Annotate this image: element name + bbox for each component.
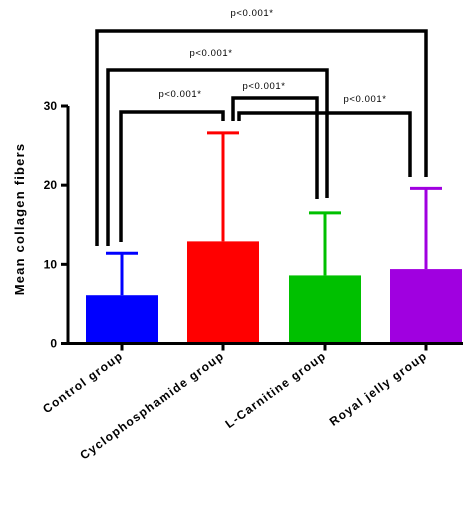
bar-1 (86, 295, 158, 344)
significance-label-1: p<0.001* (230, 8, 273, 19)
significance-brackets: p<0.001* p<0.001* p<0.001* p<0.001* p<0.001* (95, 8, 428, 246)
significance-label-2: p<0.001* (189, 48, 232, 59)
bar-2 (187, 241, 259, 344)
significance-bracket-5 (237, 111, 412, 177)
significance-bracket-2 (106, 68, 329, 246)
significance-label-5: p<0.001* (343, 94, 386, 105)
x-tick-label-4: Royal jelly group (327, 349, 430, 429)
bars (86, 131, 462, 344)
significance-label-4: p<0.001* (242, 81, 285, 92)
y-tick-label-20: 20 (44, 178, 58, 192)
x-tick-label-3: L-Carnitine group (223, 349, 329, 431)
x-tick-label-1: Control group (40, 349, 126, 417)
y-tick-label-30: 30 (44, 99, 58, 113)
significance-bracket-3 (119, 110, 225, 242)
y-tick-label-0: 0 (50, 337, 57, 351)
significance-bracket-4 (231, 96, 319, 199)
bar-4 (390, 269, 462, 344)
significance-bracket-1 (95, 29, 428, 246)
significance-label-3: p<0.001* (158, 89, 201, 100)
y-tick-label-10: 10 (44, 257, 58, 271)
y-axis-label: Mean collagen fibers (12, 143, 27, 296)
bar-3 (289, 275, 361, 344)
